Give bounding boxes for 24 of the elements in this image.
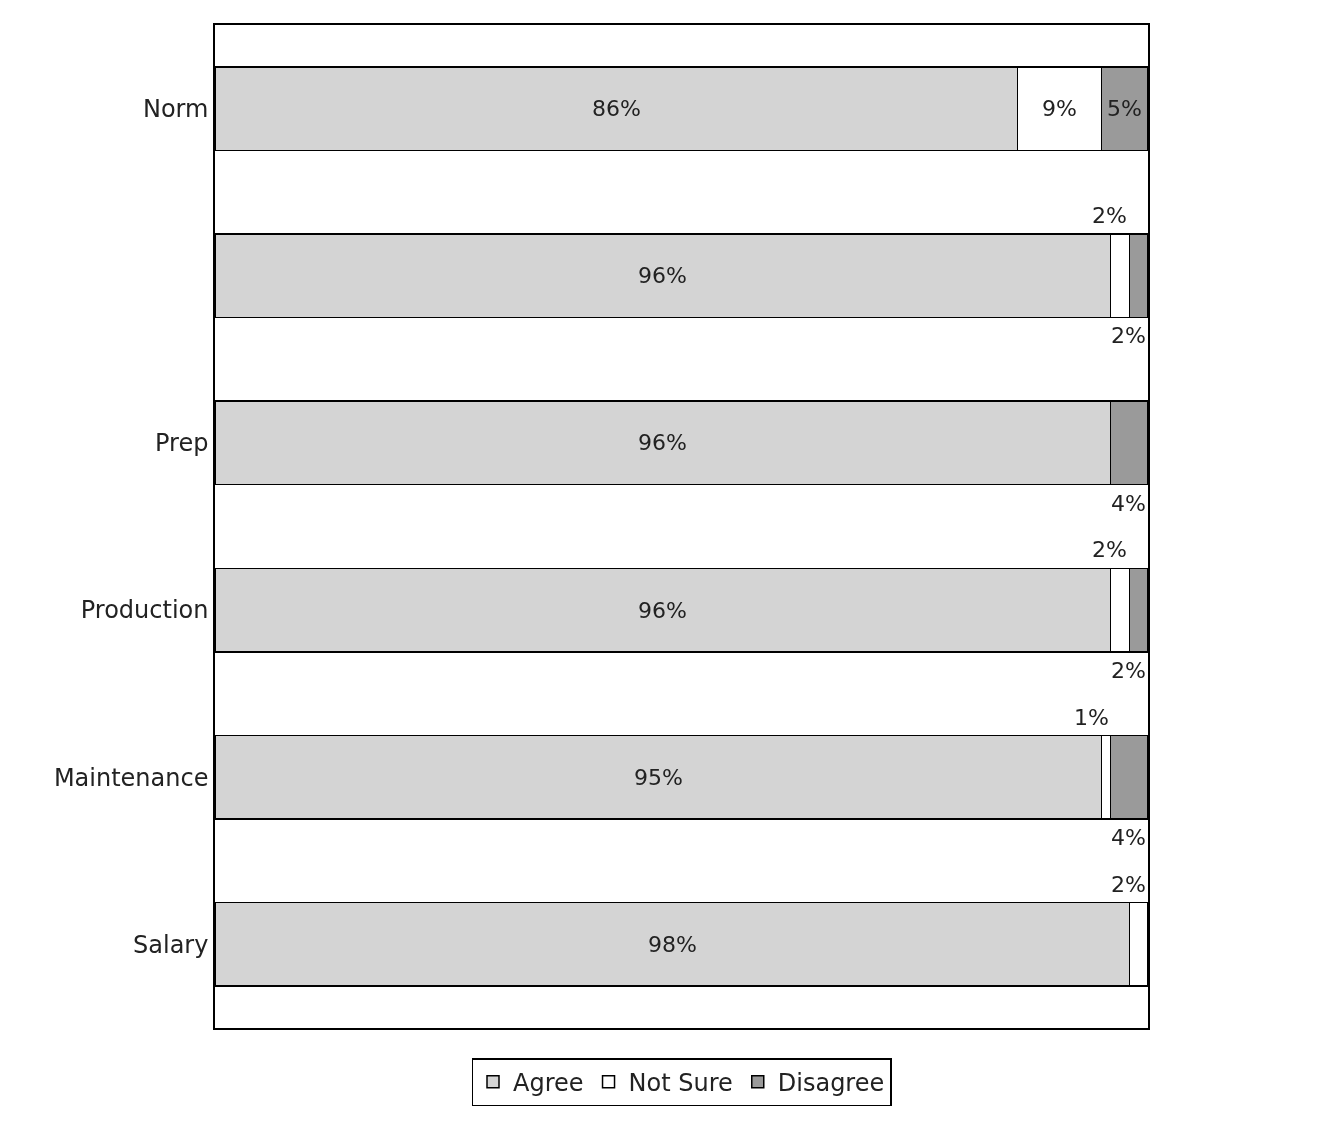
legend-label: Not Sure	[628, 1069, 733, 1098]
data-label: 95%	[634, 765, 683, 790]
legend-label: Disagree	[777, 1069, 885, 1098]
y-tick-label: Prep	[155, 429, 209, 458]
data-label: 4%	[1111, 825, 1146, 850]
data-label: 9%	[1042, 96, 1077, 121]
data-label: 96%	[638, 598, 687, 623]
data-label: 96%	[638, 263, 687, 288]
data-label: 2%	[1111, 658, 1146, 683]
data-label: 98%	[648, 932, 697, 957]
data-label: 96%	[638, 430, 687, 455]
data-label: 5%	[1107, 96, 1142, 121]
data-label: 2%	[1111, 323, 1146, 348]
data-label: 1%	[1074, 705, 1109, 730]
y-tick-label: Maintenance	[53, 763, 209, 792]
data-label: 2%	[1111, 872, 1146, 897]
data-label: 2%	[1092, 203, 1127, 228]
data-label: 86%	[592, 96, 641, 121]
legend-label: Agree	[513, 1069, 584, 1098]
data-label: 2%	[1092, 537, 1127, 562]
y-tick-label: Salary	[133, 930, 209, 959]
y-tick-label: Production	[80, 596, 209, 625]
y-tick-label: Norm	[142, 94, 209, 123]
data-label: 4%	[1111, 491, 1146, 516]
